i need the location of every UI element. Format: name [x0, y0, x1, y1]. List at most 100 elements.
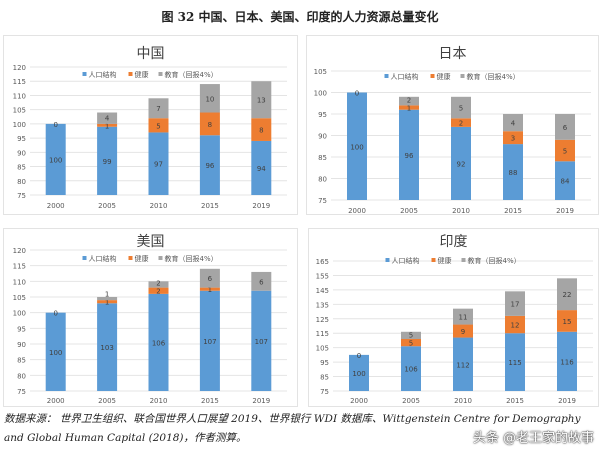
data-label: 1 [105, 122, 109, 130]
data-label: 92 [457, 160, 466, 168]
bar-segment-education [557, 278, 577, 311]
bar-segment-health [199, 287, 220, 291]
x-tick-label: 2000 [350, 397, 368, 405]
y-tick-label: 95 [17, 325, 26, 333]
legend-swatch [430, 74, 435, 78]
x-tick-label: 2019 [558, 397, 576, 405]
bar-segment-education [148, 281, 169, 288]
data-label: 0 [53, 310, 57, 318]
data-label: 15 [563, 318, 572, 326]
chart-title: 美国 [137, 234, 165, 250]
data-label: 112 [456, 361, 469, 369]
bar-segment-population [45, 312, 66, 391]
x-tick-label: 2015 [201, 397, 219, 405]
bar-segment-population [401, 346, 421, 391]
bar-segment-education [505, 291, 525, 316]
bar-segment-population [45, 123, 66, 195]
bar-segment-health [555, 139, 575, 162]
y-tick-label: 105 [314, 68, 327, 76]
bar-segment-population [453, 337, 473, 391]
y-tick-label: 85 [318, 154, 327, 162]
y-tick-label: 120 [13, 64, 26, 72]
data-label: 1 [105, 299, 109, 307]
chart-title: 日本 [439, 46, 467, 62]
y-tick-label: 90 [318, 133, 327, 141]
legend-label: 健康 [438, 256, 452, 265]
data-label: 100 [350, 143, 363, 151]
bar-segment-population [199, 135, 220, 195]
x-tick-label: 2000 [348, 207, 366, 214]
bar-segment-population [251, 140, 272, 195]
legend-swatch [431, 258, 436, 262]
data-label: 6 [563, 124, 568, 132]
bar-segment-health [505, 315, 525, 334]
bar-segment-population [148, 293, 169, 391]
data-label: 96 [205, 162, 214, 170]
data-label: 84 [561, 178, 570, 186]
bar-segment-health [557, 310, 577, 332]
bar-segment-health [451, 118, 471, 127]
y-tick-label: 85 [17, 357, 26, 365]
x-tick-label: 2010 [452, 207, 470, 214]
data-label: 3 [511, 135, 515, 143]
x-tick-label: 2005 [98, 397, 116, 405]
bar-segment-education [199, 268, 220, 288]
bar-segment-education [199, 84, 220, 113]
bar-segment-education [399, 96, 419, 106]
x-tick-label: 2015 [506, 397, 524, 405]
data-label: 8 [208, 121, 212, 129]
x-tick-label: 2000 [47, 397, 65, 405]
bar-segment-education [555, 114, 575, 140]
y-tick-label: 75 [17, 388, 26, 396]
y-tick-label: 95 [318, 111, 327, 119]
x-tick-label: 2019 [252, 397, 270, 405]
legend-label: 人口结构 [391, 72, 419, 81]
data-label: 17 [511, 301, 520, 309]
legend-swatch [385, 258, 390, 262]
data-label: 6 [259, 278, 264, 286]
data-label: 0 [355, 90, 359, 98]
bar-segment-health [97, 123, 118, 127]
bar-segment-health [503, 131, 523, 145]
y-tick-label: 105 [13, 294, 26, 302]
bar-segment-health [148, 287, 169, 294]
x-tick-label: 2005 [402, 397, 420, 405]
x-tick-label: 2010 [454, 397, 472, 405]
x-tick-label: 2019 [556, 207, 574, 214]
y-tick-label: 110 [13, 92, 26, 100]
data-label: 9 [461, 328, 465, 336]
legend-swatch [384, 74, 389, 78]
source-caption: 数据来源： 世界卫生组织、联合国世界人口展望 2019、世界银行 WDI 数据库… [4, 413, 581, 444]
data-label: 103 [100, 344, 113, 352]
legend-label: 健康 [135, 70, 149, 79]
x-tick-label: 2005 [400, 207, 418, 214]
x-tick-label: 2000 [47, 202, 65, 210]
bar-segment-education [453, 308, 473, 325]
data-label: 1 [208, 286, 212, 294]
legend-swatch [158, 256, 163, 260]
watermark: 头条 @老王家的故事 [472, 431, 594, 446]
bar-segment-health [97, 300, 118, 304]
bar-segment-education [251, 271, 272, 291]
x-tick-label: 2015 [201, 202, 219, 210]
data-label: 11 [459, 314, 468, 322]
legend-label: 教育（回报4%） [165, 70, 218, 79]
legend-swatch [128, 256, 133, 260]
y-tick-label: 95 [320, 359, 329, 367]
data-label: 100 [49, 349, 62, 357]
y-tick-label: 100 [314, 90, 327, 98]
bar-segment-population [199, 290, 220, 391]
data-label: 96 [405, 152, 414, 160]
data-label: 10 [205, 95, 214, 103]
y-tick-label: 115 [13, 78, 26, 86]
y-tick-label: 115 [13, 263, 26, 271]
bar-segment-population [505, 333, 525, 391]
bar-segment-population [347, 92, 367, 200]
bar-segment-education [251, 81, 272, 119]
data-label: 2 [459, 120, 463, 128]
bar-segment-population [451, 126, 471, 200]
legend-label: 人口结构 [89, 70, 117, 79]
data-label: 7 [156, 105, 160, 113]
